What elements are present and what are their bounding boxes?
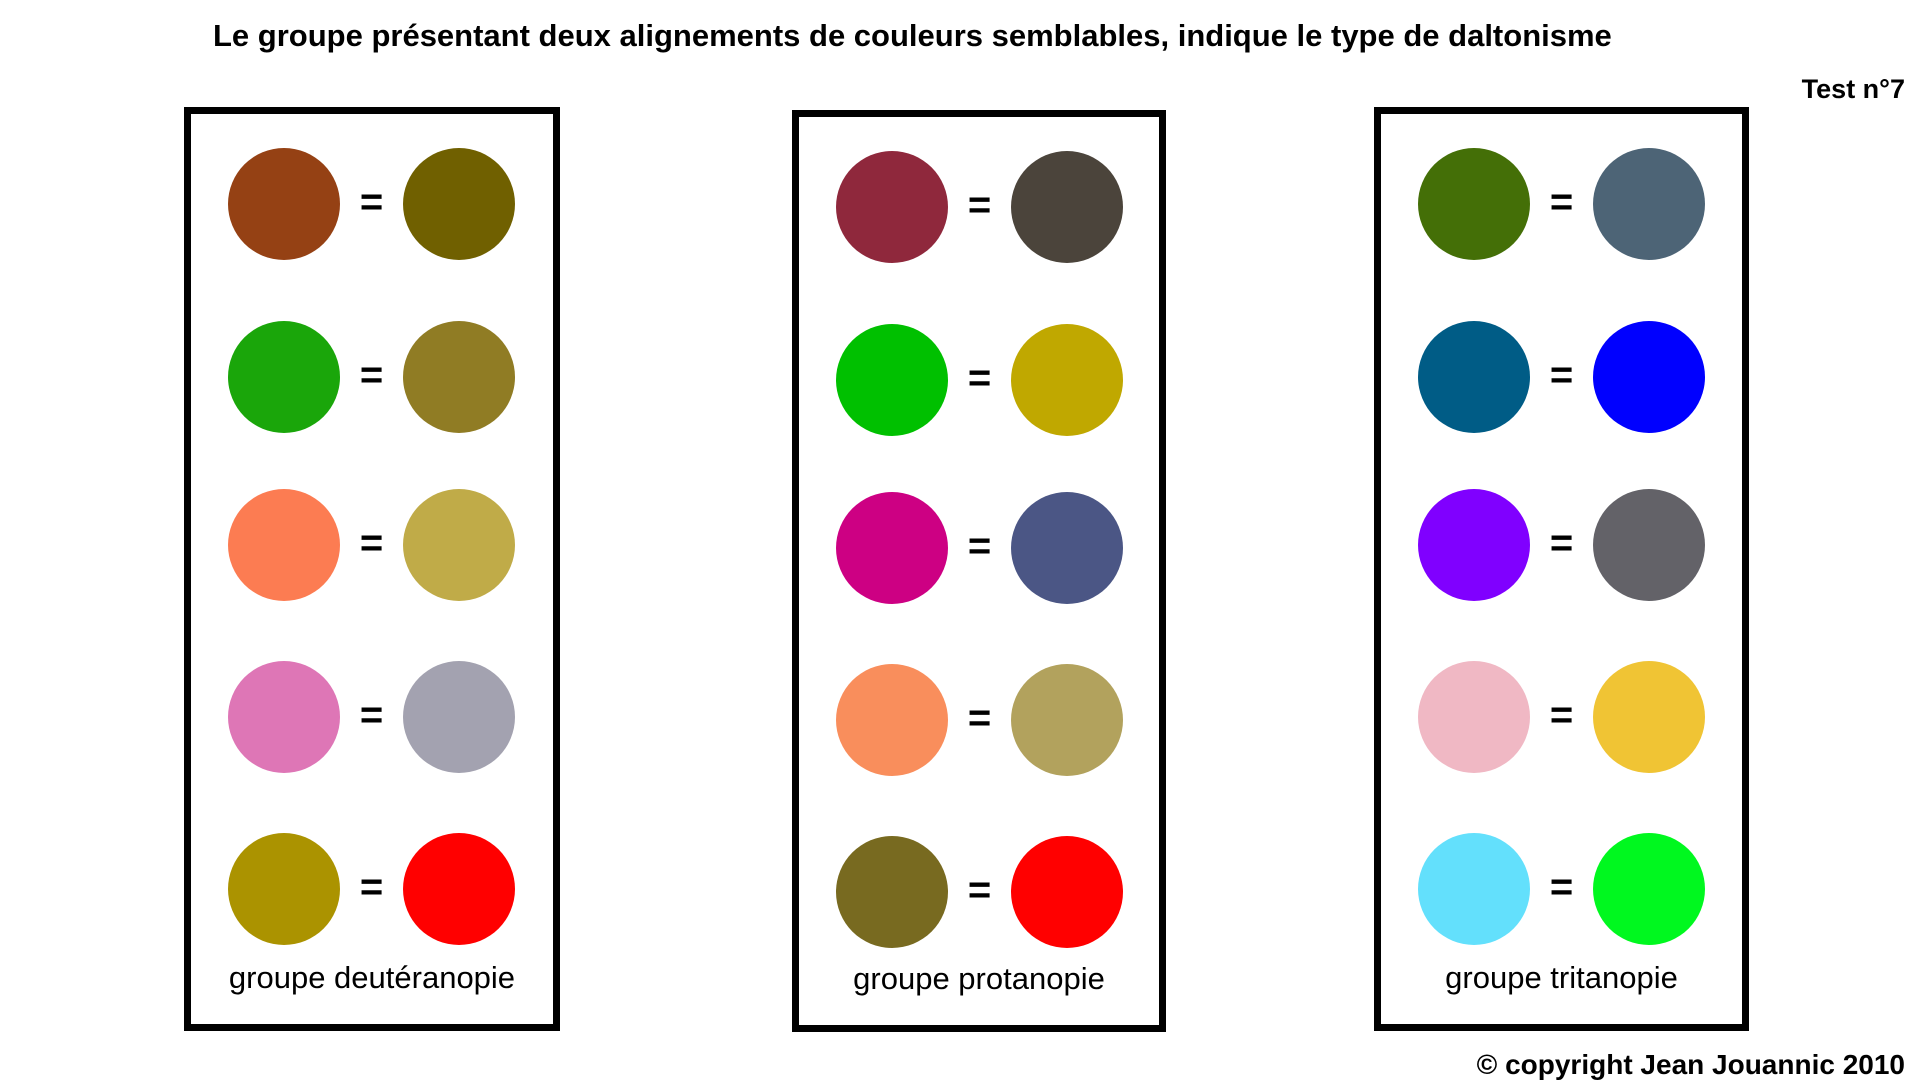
equals-sign: = [359, 693, 384, 737]
color-circle-right [403, 148, 515, 260]
color-circle-right [1011, 836, 1123, 948]
equals-sign: = [1549, 693, 1574, 737]
color-pair: = [799, 324, 1159, 436]
color-circle-right [1593, 833, 1705, 945]
color-pair: = [1381, 321, 1742, 433]
equals-sign: = [359, 865, 384, 909]
color-pair: = [1381, 833, 1742, 945]
equals-sign: = [967, 868, 992, 912]
color-circle-left [1418, 489, 1530, 601]
color-circle-left [836, 151, 948, 263]
color-pair: = [191, 661, 553, 773]
equals-sign: = [967, 356, 992, 400]
equals-sign: = [1549, 865, 1574, 909]
color-circle-right [1593, 661, 1705, 773]
equals-sign: = [359, 180, 384, 224]
color-circle-right [1593, 321, 1705, 433]
color-circle-left [228, 833, 340, 945]
protanopia-group-panel: = = = = = groupe protanopie [792, 110, 1166, 1032]
color-pair: = [191, 833, 553, 945]
equals-sign: = [1549, 521, 1574, 565]
page-title: Le groupe présentant deux alignements de… [213, 18, 1612, 53]
color-pair: = [191, 321, 553, 433]
color-circle-right [1593, 148, 1705, 260]
color-circle-left [836, 664, 948, 776]
color-circle-right [403, 321, 515, 433]
equals-sign: = [1549, 353, 1574, 397]
color-circle-left [228, 661, 340, 773]
color-circle-right [403, 489, 515, 601]
color-circle-right [403, 661, 515, 773]
color-circle-left [836, 324, 948, 436]
equals-sign: = [967, 524, 992, 568]
color-pair: = [191, 148, 553, 260]
group-label: groupe deutéranopie [228, 960, 516, 995]
deuteranopia-group-panel: = = = = = groupe deutéranopie [184, 107, 560, 1031]
group-label: groupe tritanopie [1445, 960, 1678, 995]
test-number: Test n°7 [1801, 74, 1905, 104]
color-pair: = [799, 664, 1159, 776]
equals-sign: = [359, 353, 384, 397]
color-pair: = [799, 151, 1159, 263]
color-circle-left [836, 836, 948, 948]
equals-sign: = [967, 183, 992, 227]
equals-sign: = [1549, 180, 1574, 224]
group-label: groupe protanopie [853, 961, 1105, 996]
color-circle-right [1593, 489, 1705, 601]
copyright-notice: © copyright Jean Jouannic 2010 [1476, 1049, 1905, 1080]
color-pair: = [1381, 661, 1742, 773]
color-circle-left [1418, 661, 1530, 773]
color-pair: = [1381, 489, 1742, 601]
color-circle-left [836, 492, 948, 604]
color-pair: = [799, 492, 1159, 604]
color-circle-left [1418, 321, 1530, 433]
color-circle-left [1418, 833, 1530, 945]
color-circle-right [1011, 151, 1123, 263]
color-pair: = [799, 836, 1159, 948]
equals-sign: = [359, 521, 384, 565]
color-circle-left [228, 148, 340, 260]
color-circle-right [1011, 664, 1123, 776]
color-circle-right [1011, 492, 1123, 604]
color-circle-right [403, 833, 515, 945]
color-circle-left [228, 321, 340, 433]
color-pair: = [191, 489, 553, 601]
color-circle-left [1418, 148, 1530, 260]
color-circle-left [228, 489, 340, 601]
color-pair: = [1381, 148, 1742, 260]
color-circle-right [1011, 324, 1123, 436]
tritanopia-group-panel: = = = = = groupe tritanopie [1374, 107, 1749, 1031]
equals-sign: = [967, 696, 992, 740]
